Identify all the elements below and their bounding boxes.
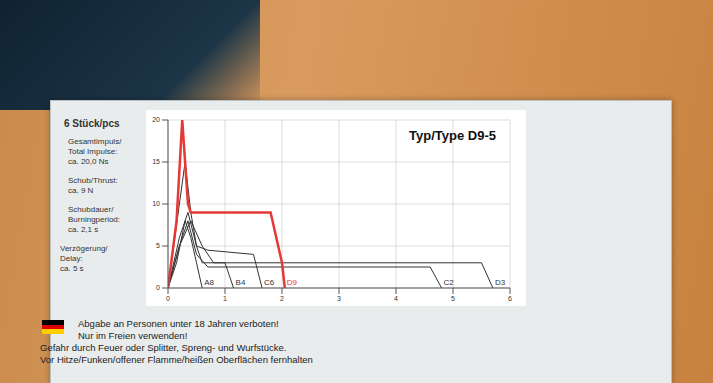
- svg-text:D3: D3: [495, 278, 506, 287]
- html-text:ca. 5 s: ca. 5 s: [60, 264, 84, 273]
- svg-text:5: 5: [156, 242, 160, 249]
- svg-text:3: 3: [337, 295, 341, 302]
- html-text:Schubdauer/: Schubdauer/: [68, 205, 114, 214]
- svg-text:6: 6: [508, 295, 512, 302]
- svg-text:15: 15: [152, 158, 160, 165]
- svg-text:A8: A8: [204, 278, 214, 287]
- html-text:ca. 20,0 Ns: ca. 20,0 Ns: [68, 157, 109, 166]
- html-text:Total Impulse:: Total Impulse:: [68, 147, 118, 156]
- html-text:Delay:: Delay:: [60, 254, 83, 263]
- svg-text:0: 0: [156, 284, 160, 291]
- html-text:ca. 2,1 s: ca. 2,1 s: [68, 225, 99, 234]
- html-text:Burningperiod:: Burningperiod:: [68, 215, 120, 224]
- html-text:Verzögerung/: Verzögerung/: [60, 244, 108, 253]
- svg-text:5: 5: [451, 295, 455, 302]
- svg-text:C6: C6: [264, 278, 275, 287]
- svg-text:2: 2: [280, 295, 284, 302]
- svg-text:4: 4: [394, 295, 398, 302]
- html-text:Typ/Type D9-5: Typ/Type D9-5: [409, 128, 496, 143]
- html-text:6 Stück/pcs: 6 Stück/pcs: [64, 118, 120, 129]
- svg-text:1: 1: [223, 295, 227, 302]
- svg-text:C2: C2: [444, 278, 455, 287]
- html-text:Nur im Freien verwenden!: Nur im Freien verwenden!: [78, 330, 188, 341]
- svg-text:B4: B4: [236, 278, 246, 287]
- svg-text:20: 20: [152, 116, 160, 123]
- html-text:ca. 9 N: ca. 9 N: [68, 186, 94, 195]
- html-text:Gefahr durch Feuer oder Splitt: Gefahr durch Feuer oder Splitter, Spreng…: [40, 342, 287, 353]
- html-text:Gesamtimpuls/: Gesamtimpuls/: [68, 137, 122, 146]
- html-text:Schub/Thrust:: Schub/Thrust:: [68, 176, 118, 185]
- svg-text:0: 0: [166, 295, 170, 302]
- svg-text:10: 10: [152, 200, 160, 207]
- html-text:Vor Hitze/Funken/offener Flamm: Vor Hitze/Funken/offener Flamme/heißen O…: [40, 354, 313, 365]
- html-text:Abgabe an Personen unter 18 Ja: Abgabe an Personen unter 18 Jahren verbo…: [78, 318, 279, 329]
- svg-text:D9: D9: [287, 278, 298, 287]
